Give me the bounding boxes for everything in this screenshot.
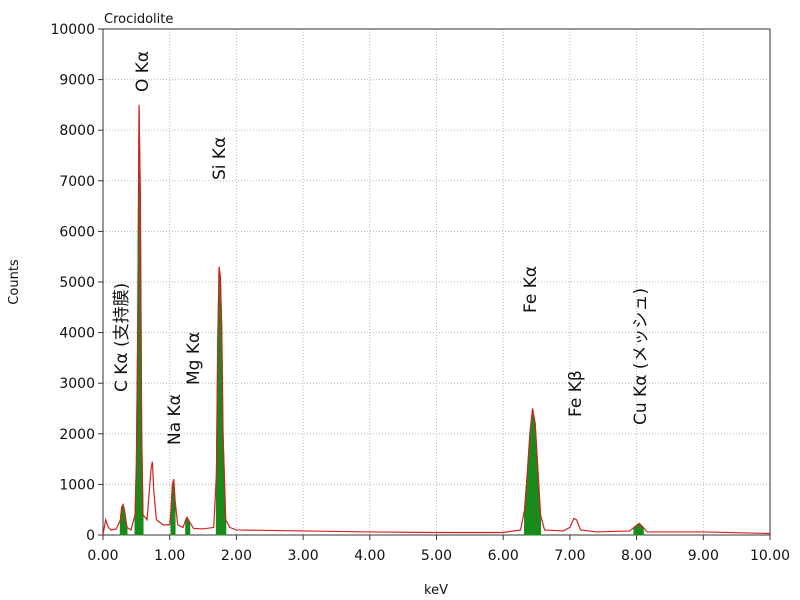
y-tick-label: 6000 <box>59 224 95 240</box>
peak-annotation: Si Kα <box>210 137 230 180</box>
x-tick-label: 0.00 <box>87 548 118 564</box>
x-tick-label: 9.00 <box>688 548 719 564</box>
x-tick-label: 6.00 <box>488 548 519 564</box>
y-tick-label: 8000 <box>59 123 95 139</box>
x-tick-label: 3.00 <box>288 548 319 564</box>
x-tick-label: 7.00 <box>554 548 585 564</box>
peak-annotation: C Kα (支持膜) <box>112 283 132 392</box>
y-tick-label: 7000 <box>59 174 95 190</box>
y-tick-label: 0 <box>86 528 95 544</box>
x-axis-label: keV <box>424 583 448 598</box>
y-tick-label: 3000 <box>59 376 95 392</box>
peak-annotation: O Kα <box>133 51 153 92</box>
x-tick-label: 1.00 <box>154 548 185 564</box>
y-tick-label: 5000 <box>59 275 95 291</box>
plot-frame <box>102 28 771 536</box>
x-tick-label: 8.00 <box>621 548 652 564</box>
peak-annotation: Cu Kα (メッシュ) <box>631 288 651 425</box>
x-tick-label: 2.00 <box>221 548 252 564</box>
y-tick-label: 2000 <box>59 427 95 443</box>
x-tick-label: 5.00 <box>421 548 452 564</box>
y-tick-label: 4000 <box>59 326 95 342</box>
chart-title: Crocidolite <box>104 12 173 27</box>
y-tick-label: 10000 <box>50 22 95 38</box>
peak-annotation: Na Kα <box>165 394 185 445</box>
peak-annotation: Mg Kα <box>184 332 204 385</box>
x-tick-label: 10.00 <box>750 548 790 564</box>
peak-annotation: Fe Kβ <box>566 370 586 417</box>
x-tick-label: 4.00 <box>354 548 385 564</box>
y-tick-label: 1000 <box>59 477 95 493</box>
y-tick-label: 9000 <box>59 73 95 89</box>
y-axis-label: Counts <box>7 259 22 305</box>
peak-annotation: Fe Kα <box>521 266 541 313</box>
spectrum-line <box>102 104 771 536</box>
